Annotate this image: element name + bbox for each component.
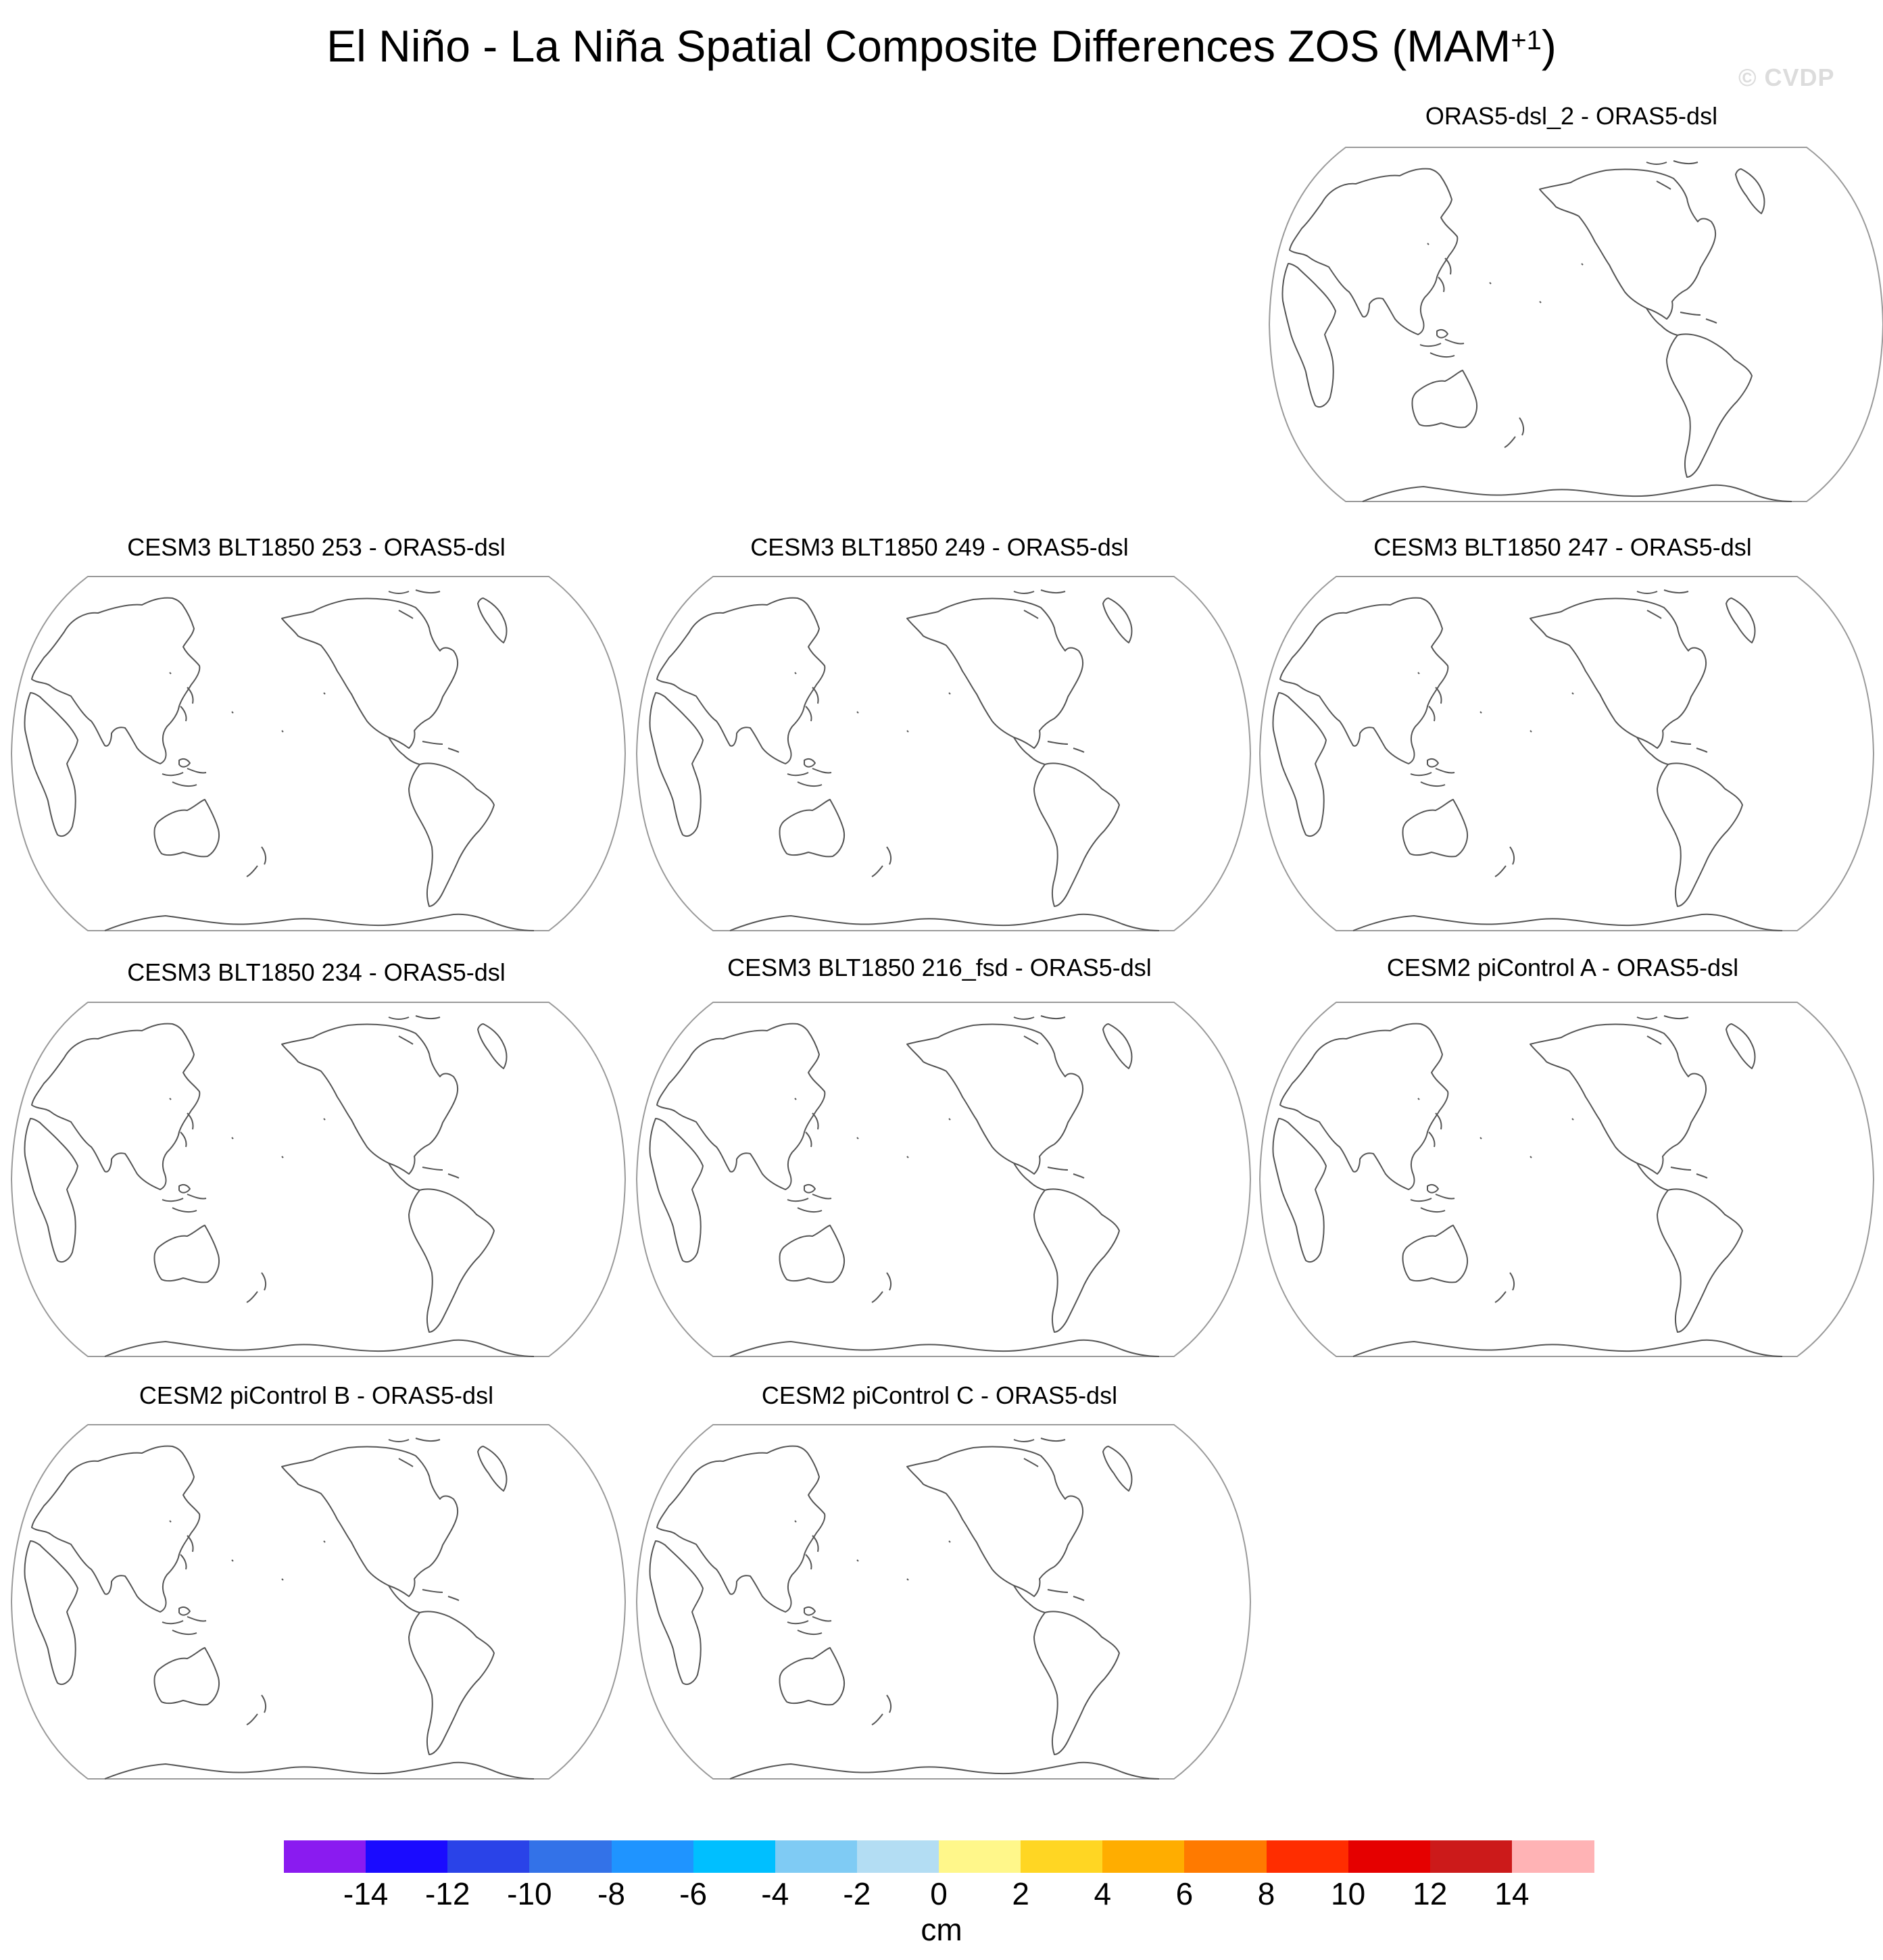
colorbar-tick-label: 12 [1413, 1876, 1448, 1911]
colorbar [284, 1840, 1594, 1873]
colorbar-tick-label: 10 [1331, 1876, 1366, 1911]
colorbar-tick-label: 6 [1175, 1876, 1194, 1911]
watermark: © CVDP [1738, 64, 1835, 91]
world-map [11, 576, 626, 931]
title-text: El Niño - La Niña Spatial Composite Diff… [326, 21, 1511, 71]
colorbar-swatch [1021, 1840, 1103, 1873]
title-superscript: +1 [1511, 26, 1542, 55]
colorbar-tick-label: 4 [1094, 1876, 1112, 1911]
panel-title: CESM2 piControl A - ORAS5-dsl [1386, 954, 1739, 981]
colorbar-swatch [775, 1840, 858, 1873]
panel-title: CESM3 BLT1850 247 - ORAS5-dsl [1373, 533, 1752, 561]
colorbar-swatch [284, 1840, 366, 1873]
colorbar-tick-label: 8 [1257, 1876, 1275, 1911]
panel-title: CESM3 BLT1850 234 - ORAS5-dsl [127, 958, 506, 986]
colorbar-swatch [1184, 1840, 1267, 1873]
colorbar-tick-label: 14 [1494, 1876, 1530, 1911]
title-close: ) [1541, 21, 1557, 71]
colorbar-tick-label: -6 [679, 1876, 708, 1911]
panel-title: CESM3 BLT1850 216_fsd - ORAS5-dsl [727, 954, 1152, 981]
colorbar-tick-label: -4 [761, 1876, 789, 1911]
world-map [636, 1002, 1251, 1357]
colorbar-swatch [856, 1840, 939, 1873]
colorbar-tick-label: 2 [1012, 1876, 1029, 1911]
panel-title: ORAS5-dsl_2 - ORAS5-dsl [1425, 102, 1718, 130]
colorbar-swatch [1511, 1840, 1594, 1873]
panel-title: CESM3 BLT1850 249 - ORAS5-dsl [750, 533, 1129, 561]
world-map [636, 576, 1251, 931]
world-map [1269, 147, 1883, 502]
colorbar-tick-label: 0 [930, 1876, 948, 1911]
colorbar-tick-label: -14 [343, 1876, 389, 1911]
figure-title: El Niño - La Niña Spatial Composite Diff… [0, 19, 1883, 73]
world-map [1259, 576, 1874, 931]
world-map [11, 1424, 626, 1780]
colorbar-tick-label: -8 [597, 1876, 625, 1911]
colorbar-units: cm [921, 1912, 962, 1947]
colorbar-swatch [366, 1840, 448, 1873]
colorbar-swatch [611, 1840, 694, 1873]
panel-title: CESM3 BLT1850 253 - ORAS5-dsl [127, 533, 506, 561]
colorbar-swatch [1102, 1840, 1185, 1873]
colorbar-tick-label: -10 [507, 1876, 552, 1911]
colorbar-swatch [529, 1840, 612, 1873]
world-map [636, 1424, 1251, 1780]
colorbar-swatch [1429, 1840, 1513, 1873]
colorbar-tick-label: -12 [425, 1876, 470, 1911]
world-map [11, 1002, 626, 1357]
colorbar-swatch [1266, 1840, 1349, 1873]
world-map [1259, 1002, 1874, 1357]
panel-title: CESM2 piControl B - ORAS5-dsl [139, 1381, 494, 1409]
colorbar-tick-label: -2 [843, 1876, 871, 1911]
colorbar-swatch [693, 1840, 776, 1873]
panel-title: CESM2 piControl C - ORAS5-dsl [761, 1381, 1118, 1409]
colorbar-swatch [939, 1840, 1021, 1873]
colorbar-swatch [447, 1840, 530, 1873]
colorbar-swatch [1348, 1840, 1431, 1873]
